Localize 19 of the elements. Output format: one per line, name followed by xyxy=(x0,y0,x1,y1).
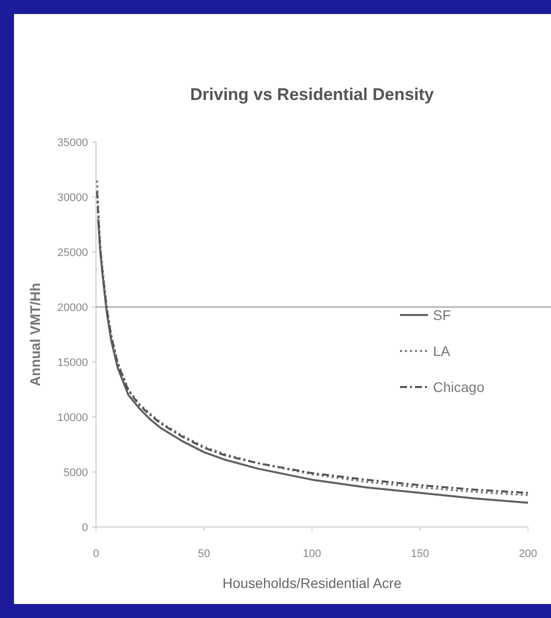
x-tick-label: 150 xyxy=(410,548,430,560)
x-tick-label: 100 xyxy=(302,548,322,560)
y-tick-label: 15000 xyxy=(57,357,88,369)
y-tick-label: 10000 xyxy=(57,412,88,424)
legend-label: SF xyxy=(433,307,451,323)
x-tick-label: 50 xyxy=(198,548,210,560)
legend-label: LA xyxy=(433,343,451,359)
y-tick-label: 30000 xyxy=(57,192,88,204)
x-tick-label: 0 xyxy=(92,548,100,560)
y-tick-label: 0 xyxy=(82,522,88,534)
y-tick-label: 20000 xyxy=(57,302,88,314)
chart-title: Driving vs Residential Density xyxy=(190,85,434,104)
y-tick-label: 25000 xyxy=(57,247,88,259)
x-tick-label: 200 xyxy=(518,548,538,560)
y-tick-label: 35000 xyxy=(57,137,88,149)
x-axis-title: Households/Residential Acre xyxy=(222,575,402,591)
legend-label: Chicago xyxy=(433,379,485,395)
y-tick-label: 5000 xyxy=(64,467,88,479)
y-axis-title: Annual VMT/Hh xyxy=(27,282,43,386)
